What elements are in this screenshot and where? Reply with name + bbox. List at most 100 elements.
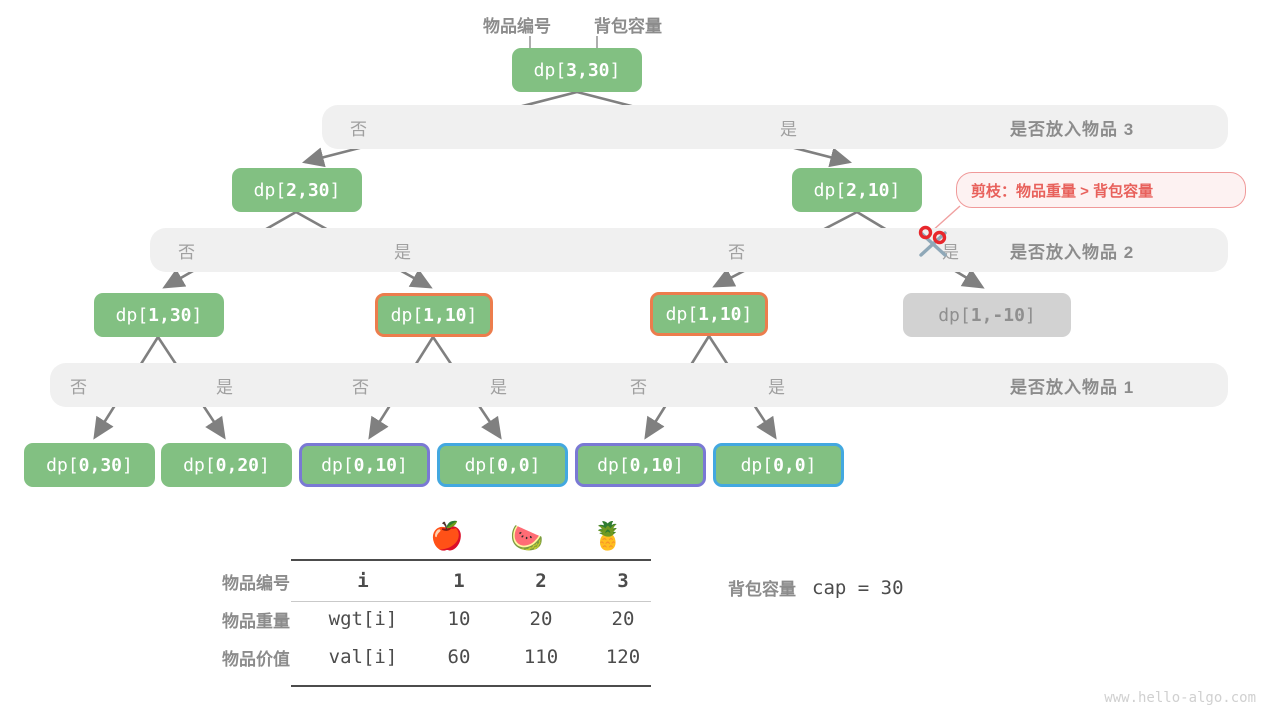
cell-weight-2: 20 xyxy=(529,608,553,630)
cell-weight-1: 10 xyxy=(447,608,471,630)
edge-label-yes: 是 xyxy=(490,377,507,397)
node-text-value: 3,30 xyxy=(566,59,610,81)
capacity-label: 背包容量 xyxy=(728,580,796,599)
node-text-prefix: dp[ xyxy=(253,179,287,201)
edge-label-no: 否 xyxy=(178,242,195,262)
band-label-item-2: 是否放入物品 2 xyxy=(1010,242,1135,262)
node-text-suffix: ] xyxy=(191,304,203,326)
cell-value-3: 120 xyxy=(605,646,641,668)
row-key-val: val[i] xyxy=(328,646,398,668)
table-row-index: 物品编号 i 1 2 3 xyxy=(160,562,664,600)
watermelon-emoji: 🍉 xyxy=(510,523,544,553)
node-text-value: 0,10 xyxy=(353,454,398,476)
node-text-suffix: ] xyxy=(259,454,270,476)
band-label-item-1: 是否放入物品 1 xyxy=(1010,377,1135,397)
tree-node-dp-0-20[interactable]: dp[0,20] xyxy=(161,443,292,487)
edge-label-no: 否 xyxy=(630,377,647,397)
tree-node-dp-0-10-second[interactable]: dp[0,10] xyxy=(575,443,706,487)
node-text-value: 2,30 xyxy=(286,179,330,201)
row-key-i: i xyxy=(357,570,369,592)
table-row-weight: 物品重量 wgt[i] 10 20 20 xyxy=(160,600,664,638)
tree-node-dp-0-0-first[interactable]: dp[0,0] xyxy=(437,443,568,487)
node-text-suffix: ] xyxy=(122,454,133,476)
node-text-suffix: ] xyxy=(741,303,753,325)
cell-weight-3: 20 xyxy=(611,608,635,630)
pineapple-emoji: 🍍 xyxy=(591,521,625,551)
edge-label-yes: 是 xyxy=(780,119,797,139)
node-text-suffix: ] xyxy=(889,179,901,201)
cell-index-3: 3 xyxy=(617,570,629,592)
row-key-wgt: wgt[i] xyxy=(328,608,398,630)
scissors-icon xyxy=(912,224,954,264)
tree-node-dp-0-30[interactable]: dp[0,30] xyxy=(24,443,155,487)
node-text-value: 2,10 xyxy=(846,179,890,201)
cell-value-2: 110 xyxy=(523,646,559,668)
decision-band-item-1 xyxy=(50,363,1228,407)
node-text-suffix: ] xyxy=(673,454,684,476)
tree-node-dp-0-10-first[interactable]: dp[0,10] xyxy=(299,443,430,487)
edge-label-no: 否 xyxy=(352,377,369,397)
node-text-value: 0,30 xyxy=(78,454,123,476)
table-top-rule xyxy=(291,559,651,561)
tree-node-dp-0-0-second[interactable]: dp[0,0] xyxy=(713,443,844,487)
node-text-prefix: dp[ xyxy=(390,304,424,326)
tree-node-dp-2-30[interactable]: dp[2,30] xyxy=(232,168,362,212)
items-table: 物品编号 i 1 2 3 物品重量 wgt[i] 10 20 20 物品价值 v… xyxy=(160,559,664,687)
node-text-value: 1,10 xyxy=(423,304,467,326)
edge-label-no: 否 xyxy=(728,242,745,262)
node-text-prefix: dp[ xyxy=(464,454,498,476)
apple-emoji: 🍎 xyxy=(430,521,464,551)
node-text-suffix: ] xyxy=(329,179,341,201)
node-text-prefix: dp[ xyxy=(597,454,630,476)
node-text-value: 0,0 xyxy=(497,454,530,476)
tree-node-dp-2-10[interactable]: dp[2,10] xyxy=(792,168,922,212)
node-text-prefix: dp[ xyxy=(665,303,699,325)
row-header-item-value: 物品价值 xyxy=(222,649,290,669)
capacity-note: 背包容量 cap = 30 xyxy=(728,575,904,600)
row-header-item-weight: 物品重量 xyxy=(222,611,290,631)
tree-node-dp-3-30[interactable]: dp[3,30] xyxy=(512,48,642,92)
cell-value-1: 60 xyxy=(447,646,471,668)
node-text-suffix: ] xyxy=(397,454,408,476)
edge-label-no: 否 xyxy=(70,377,87,397)
node-text-suffix: ] xyxy=(609,59,621,81)
edge-label-yes: 是 xyxy=(216,377,233,397)
edge-label-yes: 是 xyxy=(394,242,411,262)
edge-label-yes: 是 xyxy=(768,377,785,397)
node-text-suffix: ] xyxy=(466,304,478,326)
cell-index-2: 2 xyxy=(535,570,547,592)
tree-node-dp-1-10-right[interactable]: dp[1,10] xyxy=(650,292,768,336)
row-header-item-index: 物品编号 xyxy=(222,573,290,593)
tree-node-dp-1-minus10-pruned[interactable]: dp[1,-10] xyxy=(903,293,1071,337)
annotation-item-index: 物品编号 xyxy=(483,17,551,36)
prune-callout: 剪枝：物品重量 > 背包容量 xyxy=(956,172,1246,208)
node-text-prefix: dp[ xyxy=(46,454,79,476)
node-text-value: 0,0 xyxy=(773,454,806,476)
edge-label-no: 否 xyxy=(350,119,367,139)
node-text-suffix: ] xyxy=(1024,304,1036,326)
table-row-value: 物品价值 val[i] 60 110 120 xyxy=(160,638,664,676)
decision-band-item-3 xyxy=(322,105,1228,149)
node-text-prefix: dp[ xyxy=(740,454,774,476)
node-text-prefix: dp[ xyxy=(183,454,216,476)
node-text-suffix: ] xyxy=(529,454,541,476)
table-mid-rule xyxy=(291,601,651,602)
tree-node-dp-1-10-left[interactable]: dp[1,10] xyxy=(375,293,493,337)
capacity-value: cap = 30 xyxy=(812,576,904,599)
node-text-prefix: dp[ xyxy=(321,454,354,476)
node-text-prefix: dp[ xyxy=(115,304,149,326)
node-text-suffix: ] xyxy=(805,454,817,476)
node-text-value: 0,20 xyxy=(215,454,260,476)
node-text-value: 0,10 xyxy=(629,454,674,476)
node-text-prefix: dp[ xyxy=(533,59,567,81)
tree-node-dp-1-30[interactable]: dp[1,30] xyxy=(94,293,224,337)
node-text-value: 1,30 xyxy=(148,304,192,326)
node-text-value: 1,10 xyxy=(698,303,742,325)
node-text-prefix: dp[ xyxy=(813,179,847,201)
node-text-value: 1,-10 xyxy=(970,304,1025,326)
decision-band-item-2 xyxy=(150,228,1228,272)
watermark: www.hello-algo.com xyxy=(1104,690,1256,706)
table-bottom-rule xyxy=(291,685,651,687)
annotation-bag-capacity: 背包容量 xyxy=(594,17,662,36)
